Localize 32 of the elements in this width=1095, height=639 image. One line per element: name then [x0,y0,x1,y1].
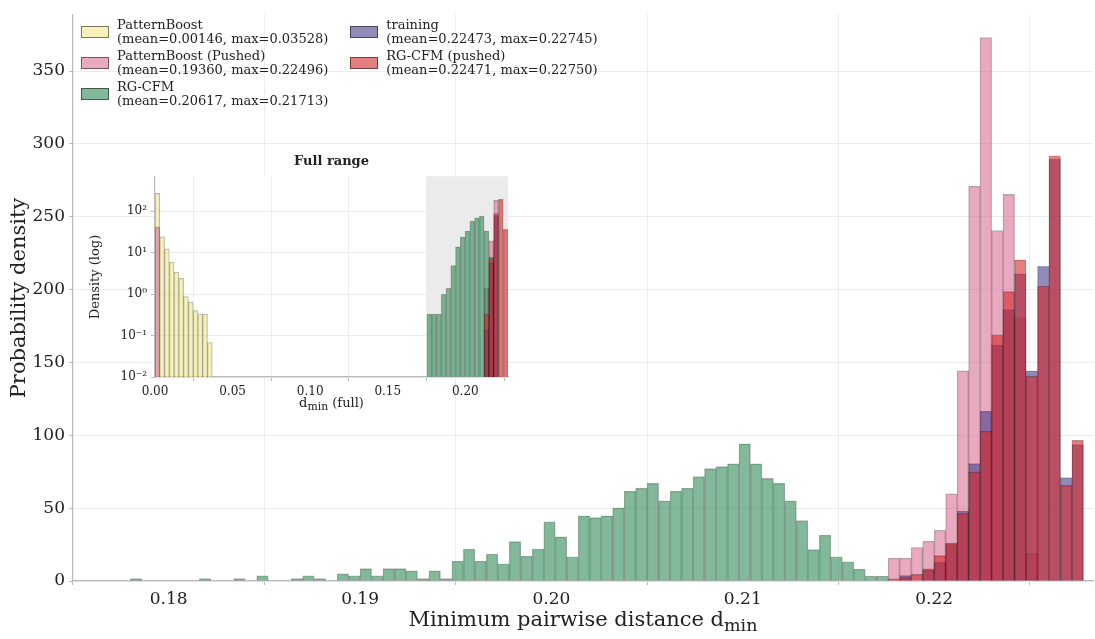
x-axis-title: Minimum pairwise distance d$_{min}$ [408,606,758,636]
x-tick-label: 0.05 [219,384,246,399]
x-tick-label: 0.20 [451,384,479,399]
y-tick-label: 150 [32,350,65,371]
y-axis-title: Density (log) [86,234,102,319]
y-tick-label: 10² [126,203,148,218]
y-tick-label: 250 [32,205,65,226]
y-tick-label: 10¹ [126,244,147,259]
y-tick-label: 300 [32,132,65,153]
legend-label: PatternBoost (Pushed) (mean=0.19360, max=0.22496) [117,48,329,78]
y-axis-title: Probability density [6,197,30,398]
y-tick-label: 50 [43,496,65,517]
legend-label: RG-CFM (pushed) (mean=0.22471, max=0.22750) [386,48,598,78]
x-tick-label: 0.19 [341,587,379,608]
x-tick-label: 0.00 [141,384,169,399]
y-tick-label: 350 [32,59,65,80]
legend-label: RG-CFM (mean=0.20617, max=0.21713) [117,79,329,109]
y-tick-label: 0 [54,569,65,590]
y-tick-label: 100 [32,423,65,444]
x-tick-label: 0.22 [915,587,954,608]
x-tick-label: 0.18 [149,587,188,608]
y-tick-label: 200 [32,278,65,299]
x-tick-label: 0.20 [532,587,571,608]
y-tick-label: 10⁻² [120,369,148,384]
y-tick-label: 10⁰ [126,286,148,301]
legend-label: training (mean=0.22473, max=0.22745) [386,17,598,47]
legend-label: PatternBoost (mean=0.00146, max=0.03528) [117,17,329,47]
y-tick-label: 10⁻¹ [120,327,147,342]
x-axis-title: d$_{min}$ (full) [299,394,364,414]
chart-title: Full range [294,152,369,168]
x-tick-label: 0.15 [374,384,402,399]
x-tick-label: 0.21 [723,587,762,608]
